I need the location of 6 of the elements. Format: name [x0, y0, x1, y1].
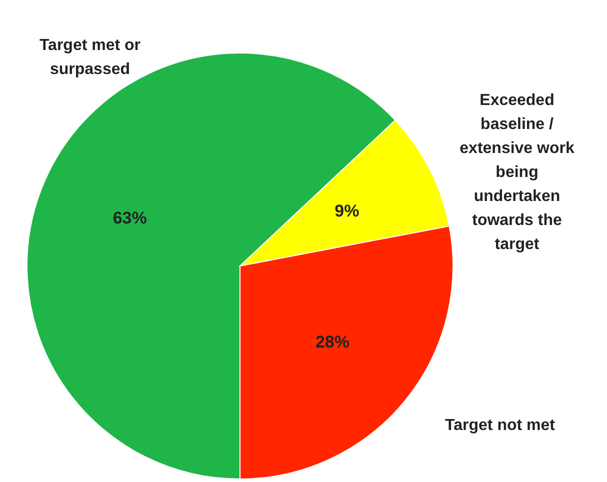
data-label: 9% — [334, 202, 360, 221]
slice-label: Exceeded baseline / extensive work being undertaken towards the target — [460, 92, 574, 253]
data-label: 63% — [112, 208, 147, 228]
data-label: 28% — [315, 332, 350, 352]
slice-label: Target met or surpassed — [39, 37, 141, 78]
slice-label: Target not met — [445, 417, 556, 434]
